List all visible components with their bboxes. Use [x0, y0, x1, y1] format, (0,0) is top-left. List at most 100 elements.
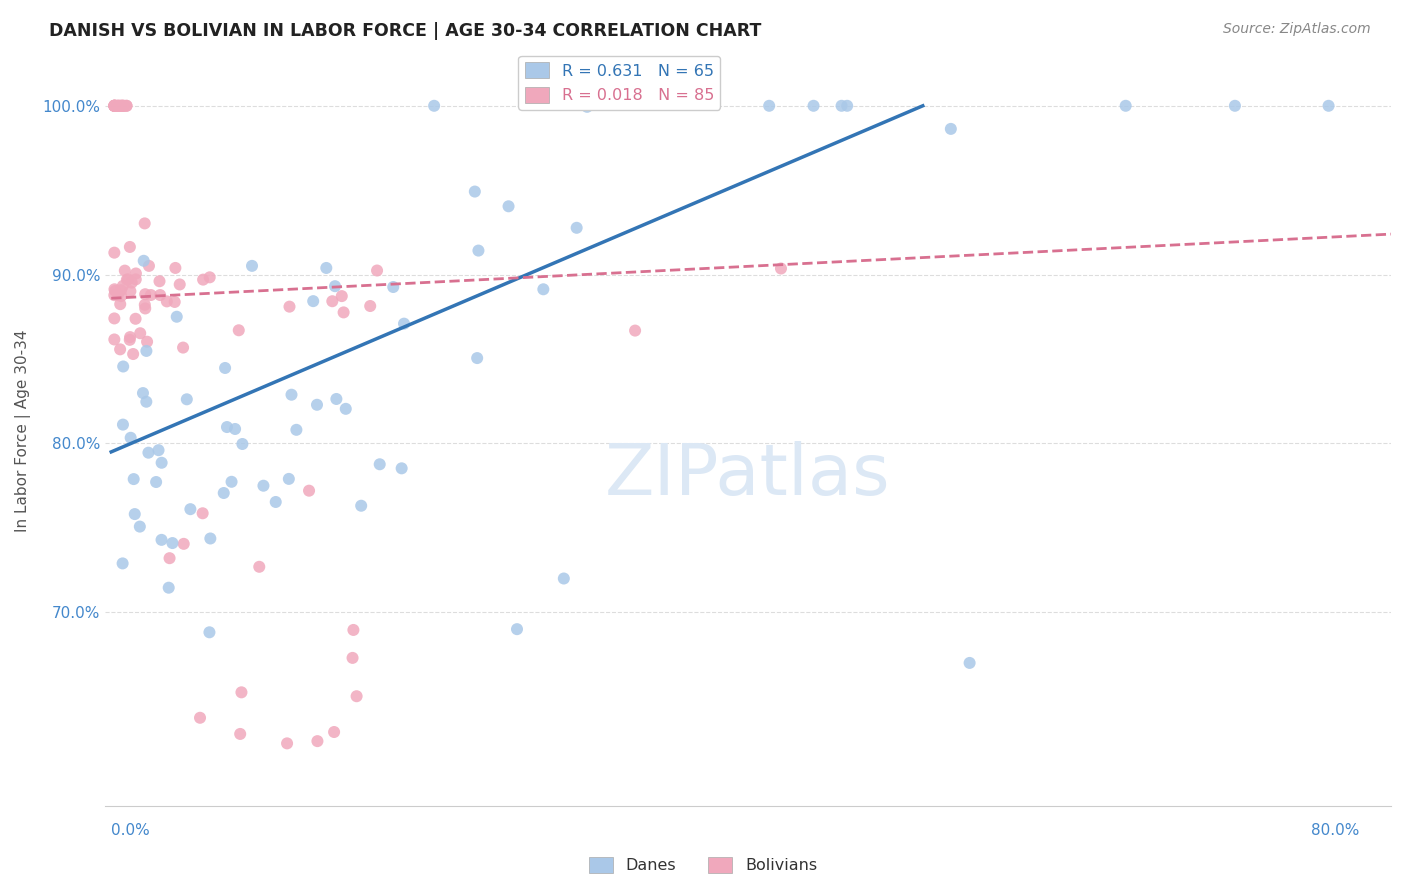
Point	[162, 536, 184, 550]
Legend: Danes, Bolivians: Danes, Bolivians	[582, 850, 824, 880]
Point	[110, 99, 132, 113]
Point	[156, 294, 179, 309]
Point	[103, 99, 125, 113]
Point	[111, 279, 134, 293]
Point	[198, 625, 221, 640]
Point	[214, 361, 236, 376]
Point	[368, 457, 391, 471]
Point	[277, 472, 299, 486]
Point	[212, 486, 235, 500]
Point	[103, 99, 125, 113]
Point	[120, 330, 142, 344]
Point	[112, 99, 135, 113]
Point	[103, 99, 125, 113]
Point	[346, 690, 368, 704]
Point	[769, 261, 792, 276]
Point	[105, 99, 128, 113]
Point	[553, 572, 575, 586]
Text: Source: ZipAtlas.com: Source: ZipAtlas.com	[1223, 22, 1371, 37]
Point	[576, 100, 599, 114]
Point	[112, 99, 135, 113]
Point	[939, 121, 962, 136]
Point	[124, 311, 146, 326]
Point	[172, 341, 194, 355]
Point	[120, 284, 142, 298]
Point	[264, 495, 287, 509]
Point	[252, 479, 274, 493]
Point	[148, 443, 170, 458]
Point	[231, 437, 253, 451]
Point	[103, 282, 125, 296]
Point	[138, 445, 160, 459]
Point	[135, 394, 157, 409]
Point	[111, 99, 134, 113]
Point	[150, 533, 173, 547]
Point	[108, 343, 131, 357]
Point	[323, 279, 346, 293]
Point	[122, 347, 145, 361]
Point	[240, 259, 263, 273]
Point	[278, 300, 301, 314]
Point	[110, 297, 132, 311]
Point	[280, 388, 302, 402]
Point	[110, 283, 132, 297]
Point	[132, 386, 155, 401]
Point	[323, 725, 346, 739]
Point	[200, 532, 222, 546]
Point	[115, 99, 138, 113]
Point	[228, 323, 250, 337]
Point	[531, 282, 554, 296]
Text: 0.0%: 0.0%	[111, 823, 150, 838]
Point	[157, 581, 180, 595]
Point	[111, 99, 134, 113]
Point	[103, 311, 125, 326]
Point	[136, 334, 159, 349]
Y-axis label: In Labor Force | Age 30-34: In Labor Force | Age 30-34	[15, 329, 31, 532]
Point	[125, 272, 148, 286]
Point	[464, 185, 486, 199]
Point	[188, 711, 211, 725]
Point	[298, 483, 321, 498]
Point	[837, 99, 859, 113]
Point	[1223, 99, 1246, 113]
Point	[959, 656, 981, 670]
Point	[315, 260, 337, 275]
Point	[150, 456, 173, 470]
Point	[302, 294, 325, 309]
Point	[1317, 99, 1340, 113]
Point	[148, 274, 170, 288]
Point	[423, 99, 446, 113]
Point	[163, 295, 186, 310]
Point	[108, 99, 131, 113]
Point	[107, 99, 129, 113]
Point	[135, 343, 157, 358]
Point	[125, 267, 148, 281]
Point	[104, 284, 127, 298]
Point	[134, 216, 156, 230]
Point	[342, 651, 364, 665]
Text: ZIPatlas: ZIPatlas	[605, 442, 891, 510]
Text: 80.0%: 80.0%	[1312, 823, 1360, 838]
Point	[103, 99, 125, 113]
Point	[179, 502, 201, 516]
Point	[110, 289, 132, 303]
Point	[129, 326, 152, 341]
Point	[247, 559, 270, 574]
Point	[165, 260, 187, 275]
Point	[118, 333, 141, 347]
Point	[159, 551, 181, 566]
Point	[465, 351, 488, 365]
Point	[169, 277, 191, 292]
Point	[335, 401, 357, 416]
Point	[173, 537, 195, 551]
Point	[132, 253, 155, 268]
Point	[498, 199, 520, 213]
Point	[359, 299, 381, 313]
Point	[103, 245, 125, 260]
Point	[506, 622, 529, 636]
Point	[467, 244, 489, 258]
Point	[138, 259, 160, 273]
Point	[111, 557, 134, 571]
Point	[565, 220, 588, 235]
Point	[107, 287, 129, 301]
